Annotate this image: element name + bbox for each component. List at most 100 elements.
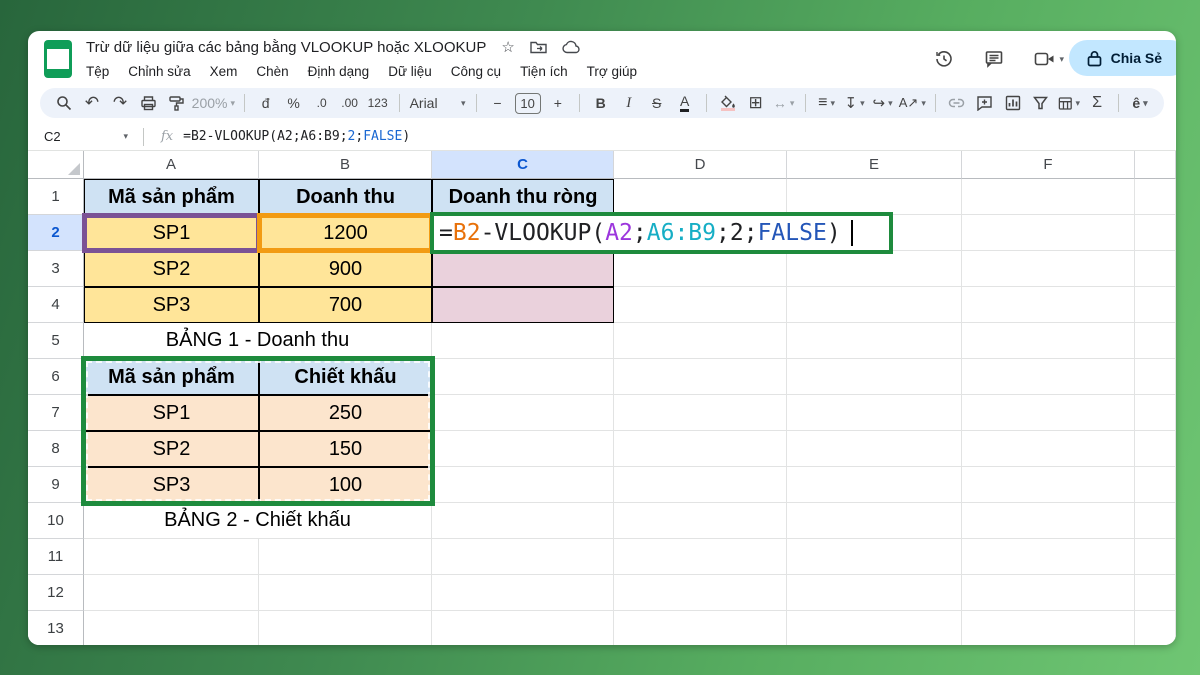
cell-D6[interactable]: [614, 359, 787, 395]
cell-B13[interactable]: [259, 611, 432, 645]
join-call-button[interactable]: ▾: [1034, 51, 1064, 67]
cell-A3[interactable]: SP2: [84, 251, 259, 287]
column-header-A[interactable]: A: [84, 151, 259, 179]
menu-item-view[interactable]: Xem: [209, 64, 238, 79]
comment-history-icon[interactable]: [984, 49, 1004, 69]
text-color-button[interactable]: A: [680, 94, 690, 112]
cell-B8[interactable]: 150: [259, 431, 432, 467]
cell-A2[interactable]: SP1: [84, 215, 259, 251]
cell-E8[interactable]: [787, 431, 962, 467]
cell-C7[interactable]: [432, 395, 614, 431]
cell-B12[interactable]: [259, 575, 432, 611]
cell-stub-4[interactable]: [1135, 287, 1176, 323]
cell-B3[interactable]: 900: [259, 251, 432, 287]
cell-E1[interactable]: [787, 179, 962, 215]
cell-C5[interactable]: [432, 323, 614, 359]
cell-F8[interactable]: [962, 431, 1135, 467]
decrease-decimal-button[interactable]: .0: [316, 96, 327, 110]
cell-F2[interactable]: [962, 215, 1135, 251]
cell-F12[interactable]: [962, 575, 1135, 611]
cell-D8[interactable]: [614, 431, 787, 467]
cell-stub-7[interactable]: [1135, 395, 1176, 431]
paint-format-icon[interactable]: [165, 91, 187, 115]
row-header-13[interactable]: 13: [28, 611, 84, 645]
fill-color-button[interactable]: [720, 95, 735, 111]
cell-D11[interactable]: [614, 539, 787, 575]
number-format-button[interactable]: 123: [367, 96, 388, 110]
column-header-E[interactable]: E: [787, 151, 962, 179]
cell-stub-1[interactable]: [1135, 179, 1176, 215]
formula-input[interactable]: =B2-VLOOKUP(A2;A6:B9;2;FALSE): [183, 129, 410, 144]
cell-C1[interactable]: Doanh thu ròng: [432, 179, 614, 215]
cell-stub-10[interactable]: [1135, 503, 1176, 539]
cell-A13[interactable]: [84, 611, 259, 645]
text-wrap-button[interactable]: ↪ ▾: [872, 95, 893, 112]
cell-D13[interactable]: [614, 611, 787, 645]
menu-item-extensions[interactable]: Tiện ích: [520, 64, 568, 79]
cell-C6[interactable]: [432, 359, 614, 395]
cell-F1[interactable]: [962, 179, 1135, 215]
redo-icon[interactable]: ↷: [112, 93, 128, 112]
cell-B2[interactable]: 1200: [259, 215, 432, 251]
cell-stub-3[interactable]: [1135, 251, 1176, 287]
font-size-input[interactable]: 10: [514, 92, 541, 114]
cell-C10[interactable]: [432, 503, 614, 539]
cell-F3[interactable]: [962, 251, 1135, 287]
functions-button[interactable]: Σ: [1092, 94, 1102, 111]
input-tools-button[interactable]: ê ▾: [1132, 95, 1148, 111]
cell-A7[interactable]: SP1: [84, 395, 259, 431]
cell-D12[interactable]: [614, 575, 787, 611]
cell-B11[interactable]: [259, 539, 432, 575]
cell-D10[interactable]: [614, 503, 787, 539]
cell-A5[interactable]: BẢNG 1 - Doanh thu: [84, 323, 432, 359]
strikethrough-button[interactable]: S: [652, 95, 662, 111]
star-icon[interactable]: ☆: [501, 39, 515, 56]
text-rotation-button[interactable]: A↗ ▾: [898, 95, 926, 110]
cell-A11[interactable]: [84, 539, 259, 575]
name-box[interactable]: C2 ▾: [44, 129, 128, 144]
menu-item-edit[interactable]: Chỉnh sửa: [128, 64, 191, 79]
cell-B1[interactable]: Doanh thu: [259, 179, 432, 215]
decrease-font-size-button[interactable]: −: [493, 95, 502, 111]
cell-C13[interactable]: [432, 611, 614, 645]
row-header-2[interactable]: 2: [28, 215, 84, 251]
cell-D4[interactable]: [614, 287, 787, 323]
cell-C11[interactable]: [432, 539, 614, 575]
cell-C8[interactable]: [432, 431, 614, 467]
vertical-align-button[interactable]: ↧ ▾: [844, 95, 865, 112]
cell-E11[interactable]: [787, 539, 962, 575]
sheets-logo-icon[interactable]: [44, 40, 72, 78]
cell-F4[interactable]: [962, 287, 1135, 323]
font-family-select[interactable]: Arial ▾: [409, 95, 466, 111]
cell-E12[interactable]: [787, 575, 962, 611]
cell-B9[interactable]: 100: [259, 467, 432, 503]
cell-stub-12[interactable]: [1135, 575, 1176, 611]
row-header-9[interactable]: 9: [28, 467, 84, 503]
cell-A1[interactable]: Mã sản phẩm: [84, 179, 259, 215]
cell-E6[interactable]: [787, 359, 962, 395]
row-header-12[interactable]: 12: [28, 575, 84, 611]
merge-cells-button[interactable]: ↔ ▾: [772, 95, 795, 111]
cell-A6[interactable]: Mã sản phẩm: [84, 359, 259, 395]
cell-E3[interactable]: [787, 251, 962, 287]
print-icon[interactable]: [137, 91, 159, 115]
cell-F7[interactable]: [962, 395, 1135, 431]
cell-stub-13[interactable]: [1135, 611, 1176, 645]
menu-item-help[interactable]: Trợ giúp: [586, 64, 637, 79]
cell-E7[interactable]: [787, 395, 962, 431]
document-title[interactable]: Trừ dữ liệu giữa các bảng bằng VLOOKUP h…: [86, 38, 487, 56]
cell-E4[interactable]: [787, 287, 962, 323]
cell-A8[interactable]: SP2: [84, 431, 259, 467]
cell-F13[interactable]: [962, 611, 1135, 645]
cell-stub-2[interactable]: [1135, 215, 1176, 251]
cell-stub-8[interactable]: [1135, 431, 1176, 467]
cell-A9[interactable]: SP3: [84, 467, 259, 503]
column-header-F[interactable]: F: [962, 151, 1135, 179]
cell-stub-6[interactable]: [1135, 359, 1176, 395]
cell-D5[interactable]: [614, 323, 787, 359]
insert-link-icon[interactable]: [946, 91, 968, 115]
cell-D9[interactable]: [614, 467, 787, 503]
horizontal-align-button[interactable]: ≡ ▾: [818, 94, 836, 111]
cloud-status-icon[interactable]: [562, 40, 581, 54]
create-filter-icon[interactable]: [1030, 91, 1052, 115]
